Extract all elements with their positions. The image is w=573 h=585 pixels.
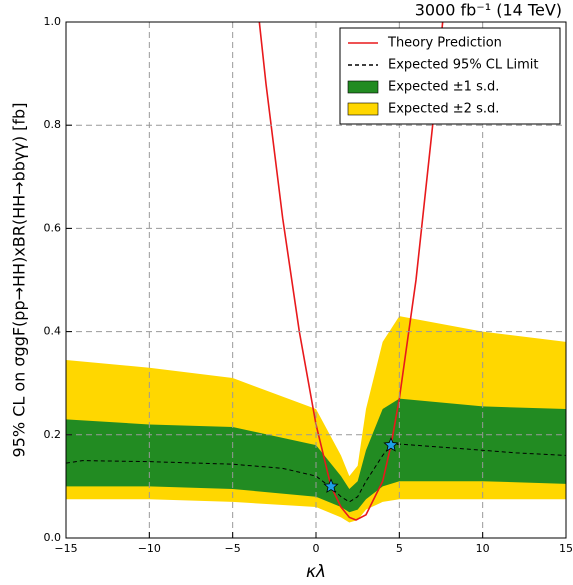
chart-title: 3000 fb⁻¹ (14 TeV) bbox=[415, 1, 562, 20]
y-tick-label: 0.8 bbox=[44, 118, 62, 131]
x-tick-label: −10 bbox=[138, 542, 161, 555]
y-axis-label: 95% CL on σggF(pp→HH)xBR(HH→bbγγ) [fb] bbox=[10, 103, 29, 458]
star-marker bbox=[383, 437, 399, 452]
y-tick-label: 1.0 bbox=[44, 15, 62, 28]
x-tick-label: 15 bbox=[559, 542, 573, 555]
y-tick-label: 0.2 bbox=[44, 428, 62, 441]
legend-label: Theory Prediction bbox=[387, 36, 502, 51]
x-axis-label: κλ bbox=[306, 562, 326, 582]
legend-label: Expected ±2 s.d. bbox=[388, 102, 499, 117]
star-marker bbox=[323, 478, 339, 493]
x-tick-label: −5 bbox=[225, 542, 241, 555]
legend-label: Expected ±1 s.d. bbox=[388, 80, 499, 95]
x-tick-label: −15 bbox=[54, 542, 77, 555]
legend-swatch bbox=[347, 102, 379, 116]
legend-label: Expected 95% CL Limit bbox=[388, 58, 539, 73]
y-tick-label: 0.6 bbox=[44, 221, 62, 234]
series-line bbox=[258, 22, 444, 521]
y-tick-label: 0.0 bbox=[44, 531, 62, 544]
legend-swatch bbox=[347, 80, 379, 94]
x-tick-label: 10 bbox=[476, 542, 490, 555]
x-tick-label: 0 bbox=[313, 542, 320, 555]
y-tick-label: 0.4 bbox=[44, 325, 62, 338]
x-tick-label: 5 bbox=[396, 542, 403, 555]
